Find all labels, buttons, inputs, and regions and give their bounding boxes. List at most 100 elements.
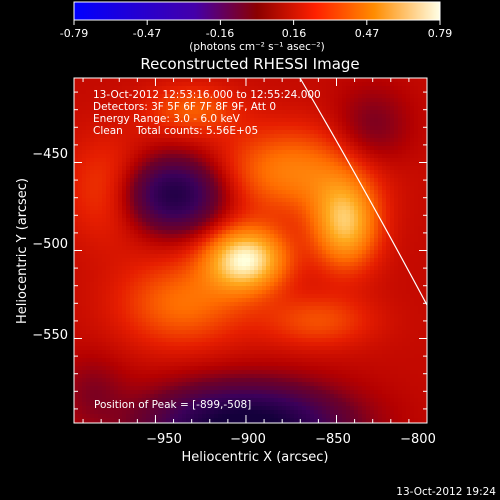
heatmap-cell (326, 226, 331, 231)
heatmap-cell (118, 182, 123, 187)
heatmap-cell (182, 198, 187, 203)
heatmap-cell (394, 238, 399, 243)
heatmap-cell (334, 258, 339, 263)
heatmap-cell (158, 154, 163, 159)
heatmap-cell (330, 142, 335, 147)
heatmap-cell (418, 298, 423, 303)
heatmap-cell (106, 214, 111, 219)
heatmap-cell (218, 246, 223, 251)
heatmap-cell (82, 106, 87, 111)
heatmap-cell (414, 86, 419, 91)
heatmap-cell (346, 190, 351, 195)
heatmap-cell (382, 266, 387, 271)
heatmap-cell (82, 286, 87, 291)
heatmap-cell (258, 202, 263, 207)
heatmap-cell (298, 242, 303, 247)
heatmap-cell (398, 106, 403, 111)
heatmap-cell (142, 126, 147, 131)
heatmap-cell (206, 198, 211, 203)
heatmap-cell (102, 278, 107, 283)
heatmap-cell (326, 114, 331, 119)
heatmap-cell (114, 210, 119, 215)
heatmap-cell (402, 270, 407, 275)
heatmap-cell (114, 274, 119, 279)
heatmap-cell (90, 158, 95, 163)
heatmap-cell (418, 170, 423, 175)
heatmap-cell (366, 202, 371, 207)
heatmap-cell (406, 238, 411, 243)
heatmap-cell (414, 154, 419, 159)
heatmap-cell (382, 270, 387, 275)
heatmap-cell (338, 94, 343, 99)
heatmap-cell (126, 178, 131, 183)
heatmap-cell (342, 214, 347, 219)
heatmap-cell (282, 222, 287, 227)
heatmap-cell (334, 186, 339, 191)
heatmap-cell (286, 230, 291, 235)
heatmap-cell (198, 186, 203, 191)
heatmap-cell (158, 194, 163, 199)
heatmap-cell (342, 190, 347, 195)
heatmap-cell (298, 126, 303, 131)
heatmap-cell (78, 278, 83, 283)
heatmap-cell (238, 134, 243, 139)
heatmap-cell (366, 190, 371, 195)
heatmap-cell (94, 138, 99, 143)
heatmap-cell (166, 118, 171, 123)
heatmap-cell (406, 134, 411, 139)
heatmap-cell (250, 186, 255, 191)
heatmap-cell (342, 202, 347, 207)
heatmap-cell (114, 290, 119, 295)
heatmap-cell (346, 94, 351, 99)
heatmap-cell (210, 234, 215, 239)
heatmap-cell (270, 182, 275, 187)
heatmap-cell (102, 286, 107, 291)
heatmap-cell (222, 118, 227, 123)
heatmap-cell (262, 94, 267, 99)
heatmap-cell (390, 178, 395, 183)
heatmap-cell (406, 250, 411, 255)
heatmap-cell (330, 202, 335, 207)
heatmap-cell (314, 142, 319, 147)
heatmap-cell (102, 122, 107, 127)
heatmap-cell (94, 298, 99, 303)
heatmap-cell (410, 102, 415, 107)
heatmap-cell (322, 146, 327, 151)
heatmap-cell (234, 122, 239, 127)
heatmap-cell (286, 234, 291, 239)
heatmap-cell (366, 134, 371, 139)
heatmap-cell (166, 186, 171, 191)
heatmap-cell (154, 134, 159, 139)
heatmap-cell (102, 274, 107, 279)
heatmap-cell (90, 78, 95, 83)
heatmap-cell (114, 82, 119, 87)
heatmap-cell (254, 114, 259, 119)
heatmap-cell (342, 86, 347, 91)
heatmap-cell (342, 230, 347, 235)
heatmap-cell (366, 98, 371, 103)
heatmap-cell (218, 110, 223, 115)
heatmap-cell (294, 278, 299, 283)
heatmap-cell (234, 190, 239, 195)
heatmap-cell (214, 174, 219, 179)
heatmap-cell (234, 126, 239, 131)
heatmap-cell (198, 158, 203, 163)
heatmap-cell (82, 182, 87, 187)
heatmap-cell (194, 154, 199, 159)
heatmap-cell (174, 174, 179, 179)
heatmap-cell (78, 282, 83, 287)
heatmap-cell (150, 90, 155, 95)
heatmap-cell (234, 218, 239, 223)
heatmap-cell (310, 214, 315, 219)
heatmap-cell (250, 246, 255, 251)
heatmap-cell (218, 138, 223, 143)
heatmap-cell (294, 298, 299, 303)
heatmap-cell (278, 226, 283, 231)
heatmap-cell (218, 114, 223, 119)
heatmap-cell (402, 106, 407, 111)
heatmap-cell (282, 286, 287, 291)
heatmap-cell (402, 122, 407, 127)
heatmap-cell (186, 226, 191, 231)
heatmap-cell (270, 278, 275, 283)
heatmap-cell (402, 214, 407, 219)
